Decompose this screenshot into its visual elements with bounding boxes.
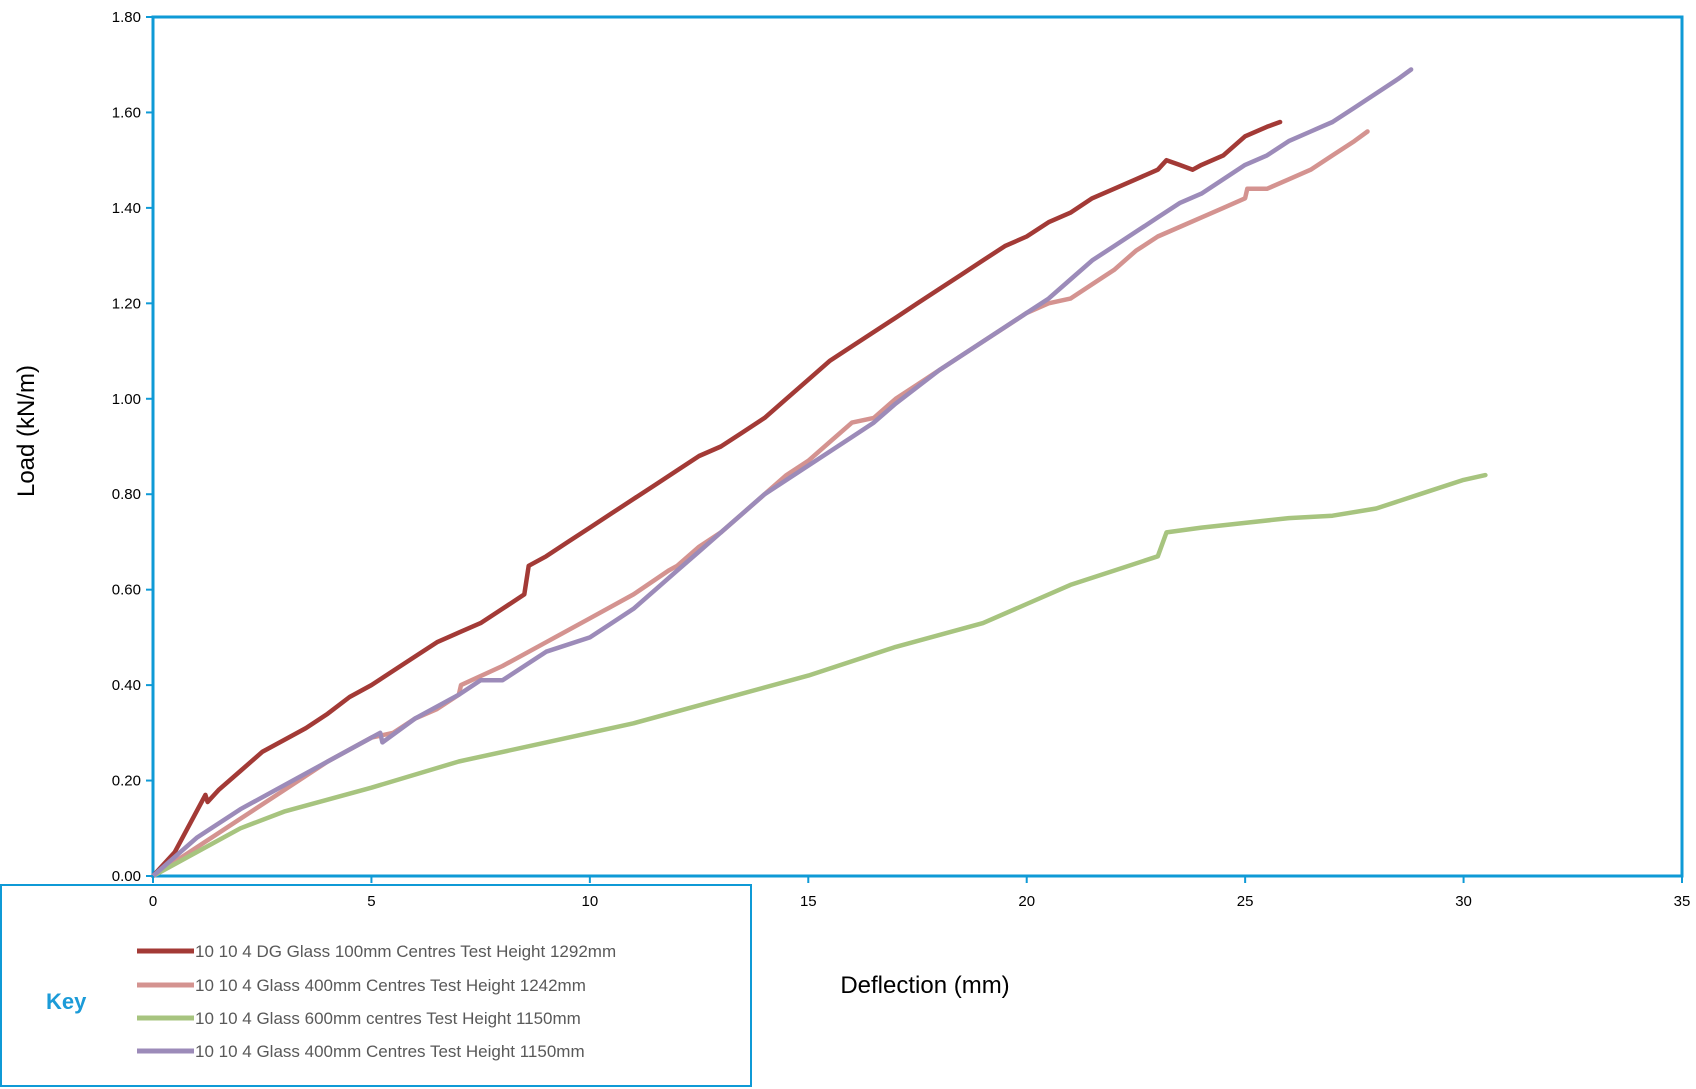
plot-area [151,15,1684,878]
plot-border [151,15,1684,878]
series-line-4 [150,67,1414,879]
x-axis-title: Deflection (mm) [840,972,1009,999]
series-line-3 [150,472,1488,879]
y-tick-label: 1.00 [112,391,141,408]
x-tick-label: 5 [367,893,375,910]
tick-layer: 0 5 10 15 20 25 30 35 0.00 0.20 0.40 0.60 0.80 1.00 1.… [112,9,1691,910]
x-tick-label: 25 [1237,893,1254,910]
y-tick-label: 0.40 [112,677,141,694]
y-tick-label: 1.60 [112,104,141,121]
y-tick-label: 1.40 [112,200,141,217]
x-tick-label: 20 [1018,893,1035,910]
y-tick-label: 0.60 [112,582,141,599]
x-tick-label: 30 [1455,893,1472,910]
legend-key-label: Key [46,989,87,1014]
y-tick-label: 0.80 [112,486,141,503]
legend-entry-1: 10 10 4 DG Glass 100mm Centres Test Heig… [195,942,616,961]
legend-entry-2: 10 10 4 Glass 400mm Centres Test Height … [195,976,586,995]
y-tick-label: 0.00 [112,868,141,885]
y-axis-title: Load (kN/m) [13,365,40,497]
legend-entry-3: 10 10 4 Glass 600mm centres Test Height … [195,1009,581,1028]
y-tick-label: 1.80 [112,9,141,26]
x-tick-label: 35 [1674,893,1691,910]
series-line-2 [150,129,1370,879]
x-tick-label: 15 [800,893,817,910]
x-tick-label: 0 [149,893,157,910]
legend-frame [0,884,752,1087]
series-line-1 [150,119,1283,879]
y-tick-label: 0.20 [112,773,141,790]
legend: Key 10 10 4 DG Glass 100mm Centres Test … [0,884,752,1087]
y-tick-label: 1.20 [112,295,141,312]
series-layer [150,67,1488,879]
x-tick-label: 10 [582,893,599,910]
legend-entry-4: 10 10 4 Glass 400mm Centres Test Height … [195,1042,585,1061]
